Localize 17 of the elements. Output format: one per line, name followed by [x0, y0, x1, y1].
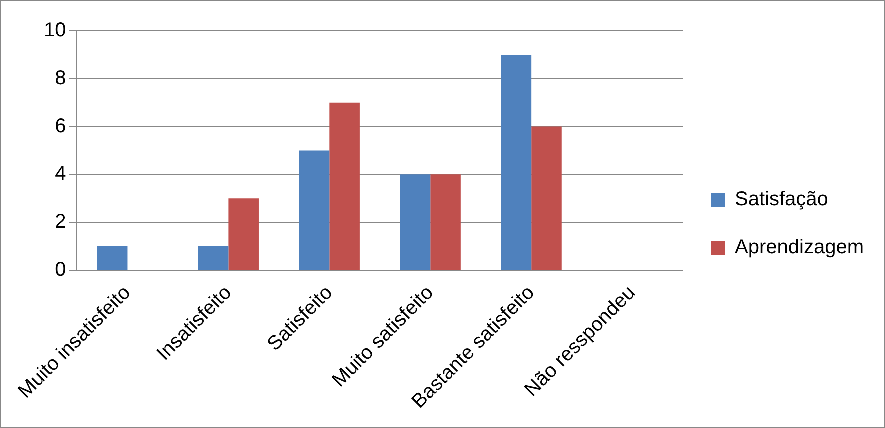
bar: [198, 246, 229, 270]
y-tick-label: 0: [55, 258, 66, 281]
bar: [97, 246, 128, 270]
y-tick-label: 2: [55, 211, 66, 234]
bar: [430, 174, 461, 270]
bar: [299, 150, 330, 270]
y-tick-label: 6: [55, 115, 66, 138]
y-tick-label: 4: [55, 163, 66, 186]
legend-label: Aprendizagem: [735, 236, 864, 259]
bar: [532, 126, 562, 270]
bar: [400, 174, 431, 270]
bar: [501, 54, 532, 270]
bar: [330, 102, 360, 270]
y-tick-label: 10: [44, 20, 66, 42]
y-tick-label: 8: [55, 67, 66, 90]
legend-label: Satisfação: [735, 188, 828, 211]
bar: [228, 198, 259, 270]
